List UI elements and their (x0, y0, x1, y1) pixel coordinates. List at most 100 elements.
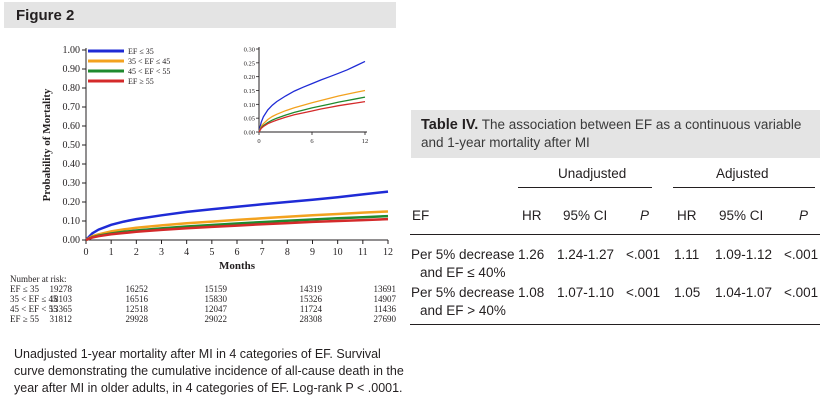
risk-title: Number at risk: (10, 274, 67, 284)
risk-value: 27690 (373, 314, 397, 324)
table-title-box: Table IV. The association between EF as … (411, 110, 820, 158)
risk-value: 31812 (49, 314, 73, 324)
y-tick-label: 0.90 (63, 64, 81, 75)
row2-hr-unadjusted: 1.08 (518, 285, 545, 300)
risk-value: 16516 (125, 294, 149, 304)
y-tick-label: 0.80 (63, 83, 81, 94)
figure-label: Figure 2 (16, 7, 75, 24)
y-tick-label: 0.10 (63, 216, 81, 227)
y-tick-label: 0.20 (63, 197, 81, 208)
x-tick-label: 0 (84, 247, 89, 258)
x-tick-label: 8 (285, 247, 290, 258)
risk-row-label: EF ≥ 55 (10, 314, 39, 324)
risk-row-label: EF ≤ 35 (10, 284, 39, 294)
inset-series-line (258, 96, 366, 133)
x-tick-label: 10 (333, 247, 343, 258)
risk-value: 14319 (299, 284, 323, 294)
table-title: Table IV. The association between EF as … (421, 116, 816, 152)
col-hr-adjusted: HR (677, 208, 697, 223)
row2-p-adjusted: <.001 (784, 285, 819, 300)
legend-label: EF ≥ 55 (128, 77, 154, 86)
x-tick-label: 5 (209, 247, 214, 258)
series-line (85, 210, 389, 242)
figure-header: Figure 2 (4, 2, 396, 28)
row2-label-line2: and EF > 40% (420, 303, 506, 318)
x-tick-label: 6 (235, 247, 240, 258)
y-tick-label: 0.30 (63, 178, 81, 189)
risk-row: 45 < EF < 55 13365 12518 12047 11724 114… (10, 304, 402, 314)
inset-y-tick-label: 0.30 (244, 47, 255, 54)
risk-row-label: 45 < EF < 55 (10, 304, 58, 314)
row1-ci-adjusted: 1.09-1.12 (715, 247, 773, 262)
legend-label: 45 < EF < 55 (128, 67, 170, 76)
bottom-rule (410, 324, 820, 325)
row1-hr-adjusted: 1.11 (674, 247, 700, 262)
x-tick-label: 1 (109, 247, 114, 258)
header-unadjusted: Unadjusted (558, 166, 627, 181)
col-ci-unadjusted: 95% CI (563, 208, 608, 223)
risk-row: EF ≤ 35 19278 16252 15159 14319 13691 (10, 284, 402, 294)
row2-hr-adjusted: 1.05 (674, 285, 701, 300)
row1-p-unadjusted: <.001 (626, 247, 661, 262)
risk-value: 29928 (125, 314, 149, 324)
mortality-chart: 0.00 0.10 0.20 0.30 0.40 0.50 0.60 0.70 0.80 0.90… (41, 45, 393, 272)
risk-value: 11436 (373, 304, 396, 314)
inset-x-tick-label: 6 (310, 138, 314, 145)
y-tick-label: 0.00 (63, 235, 81, 246)
risk-row: EF ≥ 55 31812 29928 29022 28308 27690 (10, 314, 402, 324)
risk-value: 12047 (204, 304, 228, 314)
x-tick-label: 12 (383, 247, 393, 258)
row1-label-line2: and EF ≤ 40% (420, 265, 506, 280)
inset-series-line (258, 60, 366, 133)
col-ef: EF (412, 208, 430, 223)
y-tick-label: 0.50 (63, 140, 81, 151)
risk-value: 13365 (49, 304, 73, 314)
y-tick-label: 0.40 (63, 159, 81, 170)
table-label: Table IV. (421, 117, 479, 133)
x-axis-label: Months (219, 260, 256, 272)
row1-hr-unadjusted: 1.26 (518, 247, 545, 262)
figure-caption: Unadjusted 1-year mortality after MI in … (14, 347, 404, 395)
x-tick-label: 2 (134, 247, 139, 258)
risk-value: 12518 (125, 304, 149, 314)
risk-value: 15159 (204, 284, 228, 294)
x-tick-label: 3 (159, 247, 164, 258)
risk-value: 14907 (373, 294, 397, 304)
inset-y-tick-label: 0.00 (244, 130, 255, 137)
risk-row-label: 35 < EF ≤ 45 (10, 294, 58, 304)
row2-ci-adjusted: 1.04-1.07 (715, 285, 773, 300)
y-axis-label: Probability of Mortality (41, 88, 53, 201)
group-rule-unadjusted (518, 187, 652, 188)
table-title-text: The association between EF as a continuo… (421, 117, 802, 150)
header-rule (410, 234, 820, 235)
x-tick-label: 9 (310, 247, 315, 258)
row2-label-line1: Per 5% decrease (411, 285, 515, 300)
risk-value: 15326 (299, 294, 323, 304)
inset-series-line (258, 89, 366, 133)
header-adjusted: Adjusted (716, 166, 769, 181)
inset-x-tick-label: 0 (257, 138, 260, 145)
legend-label: EF ≤ 35 (128, 47, 154, 56)
x-tick-label: 11 (358, 247, 368, 258)
col-p-unadjusted: P (640, 208, 650, 223)
risk-value: 28308 (299, 314, 323, 324)
row2-p-unadjusted: <.001 (626, 285, 661, 300)
series-line (85, 217, 389, 242)
risk-value: 19278 (49, 284, 73, 294)
risk-row: 35 < EF ≤ 45 18103 16516 15830 15326 149… (10, 294, 402, 304)
inset-y-tick-label: 0.10 (244, 102, 255, 109)
col-p-adjusted: P (799, 208, 809, 223)
inset-y-tick-label: 0.25 (244, 60, 255, 67)
x-tick-label: 4 (184, 247, 189, 258)
inset-y-tick-label: 0.15 (244, 88, 255, 95)
row1-label-line1: Per 5% decrease (411, 247, 515, 262)
row1-p-adjusted: <.001 (784, 247, 819, 262)
risk-value: 13691 (373, 284, 397, 294)
inset-x-tick-label: 12 (362, 138, 369, 145)
y-tick-label: 0.70 (63, 102, 81, 113)
inset-y-tick-label: 0.20 (244, 74, 255, 81)
legend-label: 35 < EF ≤ 45 (128, 57, 170, 66)
y-tick-label: 0.60 (63, 121, 81, 132)
row1-ci-unadjusted: 1.24-1.27 (557, 247, 615, 262)
x-tick-label: 7 (260, 247, 265, 258)
